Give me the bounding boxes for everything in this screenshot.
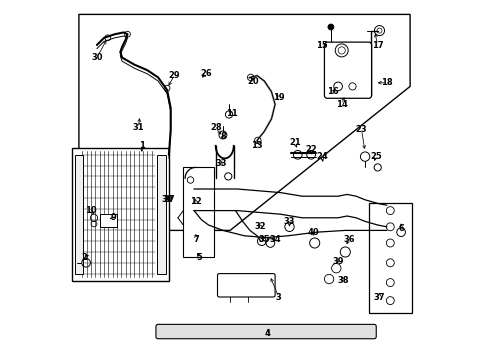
Text: 25: 25 (369, 152, 381, 161)
Text: 9: 9 (110, 213, 116, 222)
Text: 29: 29 (168, 71, 180, 80)
Text: 12: 12 (190, 197, 202, 206)
Text: 34: 34 (269, 235, 280, 244)
Text: 11: 11 (225, 109, 237, 118)
Text: 26: 26 (201, 69, 212, 78)
Text: 19: 19 (272, 93, 284, 102)
Text: 5: 5 (196, 253, 202, 262)
Text: 32: 32 (254, 222, 266, 231)
Text: 33: 33 (283, 217, 295, 226)
Text: 15: 15 (315, 40, 327, 49)
Text: 18: 18 (380, 78, 392, 87)
Bar (72, 148, 168, 281)
Text: 16: 16 (326, 87, 338, 96)
Polygon shape (79, 14, 409, 230)
Text: 4: 4 (264, 328, 270, 338)
Bar (156, 155, 165, 274)
FancyBboxPatch shape (217, 274, 275, 297)
Text: 30: 30 (161, 195, 172, 204)
Text: 38: 38 (337, 276, 348, 285)
Text: 20: 20 (247, 77, 259, 85)
Bar (183, 167, 213, 257)
Bar (368, 203, 411, 313)
Text: 7: 7 (193, 235, 198, 244)
Text: 22: 22 (305, 145, 316, 154)
Text: 24: 24 (315, 152, 327, 161)
Bar (101, 214, 117, 227)
Text: 37: 37 (373, 292, 385, 302)
Text: 35: 35 (258, 235, 269, 244)
Circle shape (327, 24, 333, 30)
Text: 1: 1 (139, 141, 144, 150)
Text: 27: 27 (163, 195, 174, 204)
Text: 21: 21 (288, 138, 300, 147)
Text: 2: 2 (81, 253, 87, 262)
Text: 14: 14 (335, 100, 347, 109)
Text: 28: 28 (209, 123, 221, 132)
Text: 10: 10 (85, 206, 97, 215)
Text: 6: 6 (397, 224, 403, 233)
Bar (75, 155, 83, 274)
Text: 40: 40 (306, 228, 318, 237)
Text: 8: 8 (220, 132, 225, 141)
Text: 30: 30 (91, 53, 102, 62)
Text: 17: 17 (371, 40, 383, 49)
Text: 33: 33 (215, 159, 226, 168)
Text: 39: 39 (332, 256, 343, 265)
Text: 23: 23 (355, 125, 366, 134)
FancyBboxPatch shape (156, 324, 375, 339)
Text: 31: 31 (132, 123, 144, 132)
Text: 36: 36 (343, 235, 354, 244)
Text: 13: 13 (251, 141, 263, 150)
Text: 3: 3 (275, 292, 281, 302)
FancyBboxPatch shape (324, 42, 371, 98)
